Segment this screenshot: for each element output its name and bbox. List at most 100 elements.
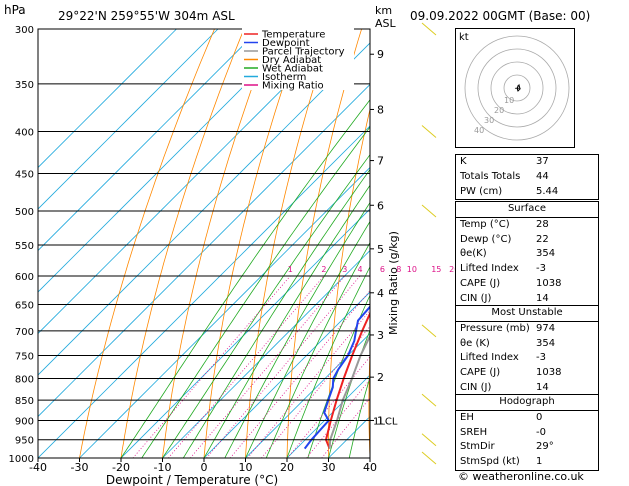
legend-box — [242, 28, 354, 90]
hodograph-table: Hodograph EH 0 SREH -0 StmDir 29° StmSpd (k… — [455, 394, 599, 471]
hodo-label: EH — [460, 411, 474, 423]
series-line-parcel-trajectory — [328, 333, 370, 449]
hodo-label: SREH — [460, 426, 488, 438]
pressure-tick-label: 550 — [15, 241, 34, 252]
hodo-row: EH 0 — [460, 411, 594, 426]
dry-adiabat-line — [620, 29, 629, 458]
hodo-ring-label: 20 — [494, 106, 504, 115]
legend-label: Parcel Trajectory — [262, 47, 345, 58]
location-title: 29°22'N 259°55'W 304m ASL — [58, 9, 235, 23]
mu-value: 974 — [536, 322, 556, 334]
surface-label: CIN (J) — [460, 292, 492, 304]
hodo-value: 29° — [536, 441, 554, 453]
isotherm-line — [38, 83, 370, 418]
pressure-tick-label: 850 — [15, 396, 34, 407]
wet-adiabat-line — [328, 329, 370, 458]
isotherm-line — [38, 29, 177, 169]
legend-label: Wet Adiabat — [262, 64, 323, 75]
surface-row: CIN (J) 14 — [460, 292, 594, 307]
mixing-ratio-tick-label: 2 — [321, 265, 326, 274]
surface-label: Temp (°C) — [460, 218, 510, 230]
plot-area: 1234681015202530035040045050055060065070… — [9, 22, 629, 474]
surface-value: 354 — [536, 248, 556, 260]
pressure-tick-label: 300 — [15, 25, 34, 36]
mu-label: θe (K) — [460, 337, 490, 349]
pressure-tick-label: 750 — [15, 351, 34, 362]
isotherm-line — [38, 29, 343, 335]
hodo-row: StmDir 29° — [460, 440, 594, 455]
mu-label: CAPE (J) — [460, 367, 501, 379]
pressure-tick-label: 950 — [15, 436, 34, 447]
credit-text: © weatheronline.co.uk — [458, 470, 584, 483]
surface-row: Dewp (°C) 22 — [460, 233, 594, 248]
isotherm-line — [38, 29, 219, 210]
surface-row: θe(K) 354 — [460, 247, 594, 262]
hodo-ring-30 — [477, 48, 557, 128]
mu-row: Pressure (mb) 974 — [460, 322, 594, 337]
mu-label: Lifted Index — [460, 352, 519, 364]
mixing-ratio-tick-label: 15 — [431, 265, 441, 274]
wet-adiabat-line — [162, 154, 370, 458]
km-tick-label: 5 — [377, 243, 384, 256]
surface-value: 14 — [536, 292, 549, 304]
date-title: 09.09.2022 00GMT (Base: 00) — [410, 9, 590, 23]
surface-value: 1038 — [536, 277, 562, 289]
dry-adiabat-line — [120, 29, 245, 458]
mu-value: 14 — [536, 381, 549, 393]
mixing-ratio-axis-label: Mixing Ratio (g/kg) — [387, 231, 400, 335]
km-tick-label: 9 — [377, 48, 384, 61]
hodo-ring-10 — [503, 74, 531, 102]
isotherm-line — [38, 125, 370, 458]
legend-label: Isotherm — [262, 72, 306, 83]
mixing-ratio-tick-label: 20 — [449, 265, 459, 274]
hodo-trace — [516, 83, 521, 92]
mixing-ratio-tick-label: 1 — [288, 265, 293, 274]
wind-barb — [421, 433, 437, 447]
mu-label: CIN (J) — [460, 381, 492, 393]
surface-label: Dewp (°C) — [460, 233, 512, 245]
surface-label: θe(K) — [460, 248, 487, 260]
hodo-value: -0 — [536, 426, 546, 438]
x-tick-label: 20 — [280, 461, 294, 474]
plot-frame — [37, 28, 371, 459]
most-unstable-title: Most Unstable — [456, 306, 598, 322]
km-tick-label: 6 — [377, 199, 384, 212]
wind-barb — [421, 125, 437, 138]
legend-label: Dewpoint — [262, 38, 310, 49]
isotherm-line — [38, 42, 370, 376]
hodo-ring-20 — [490, 61, 544, 115]
surface-row: CAPE (J) 1038 — [460, 277, 594, 292]
mu-value: 354 — [536, 337, 556, 349]
wind-barb — [421, 324, 437, 338]
surface-title: Surface — [456, 202, 598, 218]
surface-row: Lifted Index -3 — [460, 262, 594, 277]
pw-label: PW (cm) — [460, 185, 503, 197]
mixing-ratio-line — [287, 356, 370, 458]
hodo-ring-label: 10 — [504, 96, 514, 105]
hodo-kt-label: kt — [459, 32, 469, 43]
pw-row: PW (cm) 5.44 — [460, 185, 594, 200]
pressure-tick-label: 900 — [15, 416, 34, 427]
pressure-tick-label: 350 — [15, 80, 34, 91]
x-tick-label: 30 — [322, 461, 336, 474]
hodo-ring-40 — [464, 35, 570, 141]
lcl-label: 1LCL — [373, 416, 398, 427]
x-tick-label: -40 — [29, 461, 47, 474]
x-tick-label: 40 — [363, 461, 377, 474]
x-tick-label: -30 — [71, 461, 89, 474]
wind-barb — [421, 204, 437, 218]
surface-value: -3 — [536, 263, 546, 275]
mu-label: Pressure (mb) — [460, 322, 530, 334]
mu-value: 1038 — [536, 367, 562, 379]
mu-row: Lifted Index -3 — [460, 351, 594, 366]
mixing-ratio-tick-label: 3 — [342, 265, 347, 274]
hodo-storm-marker: + — [514, 84, 522, 94]
surface-row: Temp (°C) 28 — [460, 218, 594, 233]
hodo-ring-label: 30 — [484, 116, 494, 125]
most-unstable-table: Most Unstable Pressure (mb) 974 θe (K) 354… — [455, 305, 599, 397]
mu-row: θe (K) 354 — [460, 337, 594, 352]
legend-label: Dry Adiabat — [262, 55, 321, 66]
surface-value: 22 — [536, 233, 549, 245]
pressure-tick-label: 800 — [15, 374, 34, 385]
